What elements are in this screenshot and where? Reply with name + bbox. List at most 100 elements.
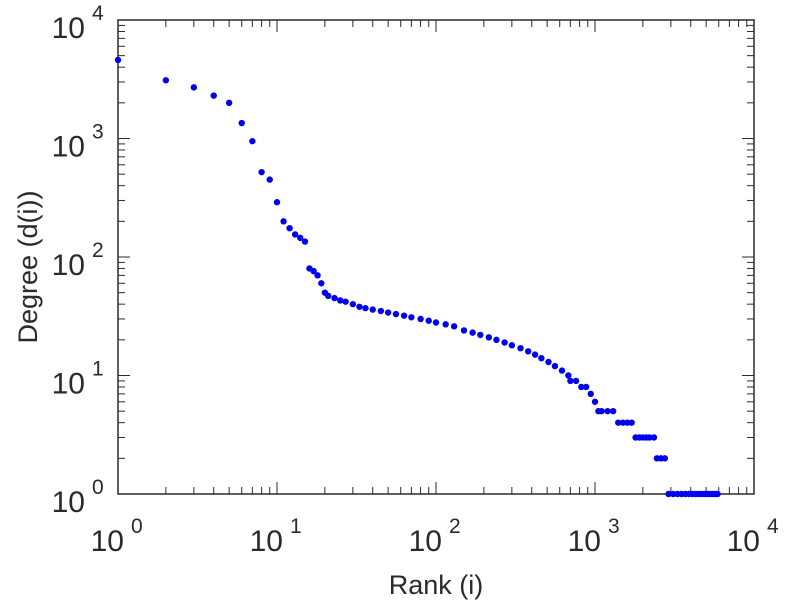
x-tick-label-base: 10 xyxy=(409,525,442,558)
data-point xyxy=(337,297,344,304)
y-tick-label: 10 3 xyxy=(52,121,104,164)
data-point xyxy=(598,407,605,415)
x-tick-label-exponent: 2 xyxy=(449,515,461,538)
data-point xyxy=(318,280,325,287)
x-tick-label-exponent: 0 xyxy=(131,515,143,538)
data-point xyxy=(425,317,432,324)
data-point xyxy=(266,176,273,183)
x-tick-label: 10 2 xyxy=(409,515,461,558)
data-point xyxy=(225,99,233,107)
plot-frame xyxy=(117,19,755,495)
data-point xyxy=(650,434,658,441)
data-point xyxy=(524,348,532,355)
data-point xyxy=(442,321,449,328)
data-point xyxy=(582,383,590,391)
x-tick-label: 10 0 xyxy=(91,515,143,558)
data-point xyxy=(477,331,484,339)
data-point xyxy=(493,336,500,344)
y-tick-label: 10 2 xyxy=(52,239,104,282)
data-point xyxy=(314,272,321,279)
data-point xyxy=(162,77,170,84)
data-point xyxy=(291,231,299,238)
data-point xyxy=(297,234,304,242)
data-point xyxy=(665,490,672,498)
axis-ticks xyxy=(117,19,755,495)
x-tick-label-exponent: 1 xyxy=(290,515,302,538)
data-point xyxy=(460,327,468,334)
y-axis-label: Degree (d(i)) xyxy=(13,190,43,343)
data-point xyxy=(432,319,440,326)
data-point xyxy=(331,294,338,302)
data-point xyxy=(469,329,476,336)
data-point xyxy=(508,342,516,349)
data-point xyxy=(615,419,622,426)
y-tick-label-exponent: 2 xyxy=(92,239,104,262)
x-tick-label-base: 10 xyxy=(91,525,124,558)
data-point xyxy=(578,383,585,391)
data-point xyxy=(567,377,574,385)
data-point xyxy=(325,292,332,300)
y-tick-label-base: 10 xyxy=(52,486,85,519)
data-point xyxy=(392,310,400,318)
x-axis-label: Rank (i) xyxy=(389,570,484,600)
data-point xyxy=(114,56,122,64)
data-point xyxy=(646,434,653,441)
data-point xyxy=(258,168,265,176)
data-point xyxy=(501,339,508,346)
x-tick-label-exponent: 4 xyxy=(767,515,779,538)
y-tick-label-exponent: 4 xyxy=(92,2,104,25)
data-point xyxy=(286,225,293,232)
x-tick-label: 10 1 xyxy=(250,515,302,558)
y-tick-label: 10 0 xyxy=(52,476,104,519)
x-tick-label-exponent: 3 xyxy=(608,515,620,538)
data-points xyxy=(114,56,721,498)
data-point xyxy=(356,303,363,310)
y-tick-label: 10 4 xyxy=(52,2,104,45)
data-point xyxy=(417,315,424,323)
data-point xyxy=(714,490,721,498)
data-point xyxy=(377,307,385,315)
y-tick-label-base: 10 xyxy=(52,12,85,45)
data-point xyxy=(604,407,611,415)
data-point xyxy=(301,238,309,245)
y-tick-label-exponent: 0 xyxy=(92,476,104,499)
y-tick-label-exponent: 3 xyxy=(92,121,104,144)
data-point xyxy=(238,119,245,127)
data-point xyxy=(485,334,493,341)
data-point xyxy=(609,407,617,415)
data-point xyxy=(538,354,545,362)
tick-labels: 10 0 10 1 10 2 10 3 10 4 10 0 10 1 10 2 10 3 10 4 xyxy=(52,2,779,558)
data-point xyxy=(545,358,552,366)
data-point xyxy=(517,344,524,352)
x-tick-label-base: 10 xyxy=(250,525,283,558)
data-point xyxy=(558,367,566,374)
x-tick-label-base: 10 xyxy=(727,525,760,558)
data-point xyxy=(384,309,392,316)
data-point xyxy=(551,362,559,370)
data-point xyxy=(531,351,539,358)
x-tick-label: 10 4 xyxy=(727,515,779,558)
data-point xyxy=(408,314,415,321)
data-point xyxy=(400,312,408,319)
y-tick-label-base: 10 xyxy=(52,249,85,282)
data-point xyxy=(450,323,458,330)
data-point xyxy=(362,304,369,312)
data-point xyxy=(591,398,599,405)
data-point xyxy=(342,298,349,305)
x-tick-label-base: 10 xyxy=(568,525,601,558)
data-point xyxy=(565,372,572,379)
data-point xyxy=(273,199,281,206)
y-tick-label: 10 1 xyxy=(52,358,104,401)
data-point xyxy=(587,390,594,398)
data-point xyxy=(619,419,627,426)
y-tick-label-exponent: 1 xyxy=(92,358,104,381)
data-point xyxy=(628,419,635,426)
data-point xyxy=(280,218,287,225)
data-point xyxy=(210,92,217,99)
data-point xyxy=(661,455,669,462)
data-point xyxy=(190,84,198,91)
x-tick-label: 10 3 xyxy=(568,515,620,558)
y-tick-label-base: 10 xyxy=(52,368,85,401)
data-point xyxy=(572,377,580,385)
